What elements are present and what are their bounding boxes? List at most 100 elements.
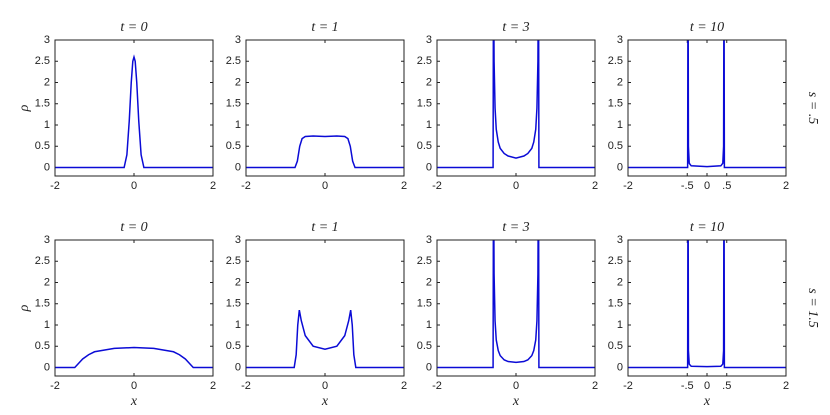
y-tick-label: 2.5 [608,255,623,267]
x-tick-label: 0 [322,380,328,392]
row-label: s = .5 [805,92,820,124]
y-tick-label: 1.5 [417,98,432,110]
axes-box [627,39,787,177]
x-axis-label: x [703,394,711,409]
y-tick-label: 1.5 [35,298,50,310]
curve [55,346,213,369]
panel-title: t = 3 [502,220,529,235]
panel: t = 100.511.522.53-2 0 2x [226,220,407,409]
x-tick-label: 2 [401,380,407,392]
y-tick-label: 0.5 [417,140,432,152]
curve [437,240,595,369]
panel: t = 100.511.522.53-2 0 2 [226,20,407,192]
panel-title: t = 10 [690,220,724,235]
axes-box [245,239,405,377]
panel: t = 000.511.522.53-2 0 2ρx [17,220,216,409]
panel: t = 300.511.522.53-2 0 2 [417,20,598,192]
x-tick-label: 0 [131,380,137,392]
y-tick-label: 3 [235,34,241,46]
y-tick-label: 0 [617,161,623,173]
curve [246,309,404,369]
panel-title: t = 10 [690,20,724,35]
y-tick-label: 1 [617,319,623,331]
x-tick-label: -2 [50,380,60,392]
y-tick-label: 2.5 [608,55,623,67]
curve [628,240,786,369]
y-tick-label: 0.5 [226,340,241,352]
x-tick-label: .5 [722,180,731,192]
y-tick-label: 3 [426,234,432,246]
x-tick-label: -2 [432,180,442,192]
y-tick-label: 2.5 [35,255,50,267]
curve [437,40,595,169]
y-tick-label: 1.5 [608,98,623,110]
axes-box [54,239,214,377]
x-tick-label: -.5 [681,180,694,192]
x-tick-label: 0 [704,380,710,392]
curve [246,135,404,169]
axes-box [245,39,405,177]
x-tick-label: -2 [623,180,633,192]
y-tick-label: 0 [235,161,241,173]
panel-title: t = 1 [311,220,338,235]
y-tick-label: 1.5 [417,298,432,310]
x-tick-label: 2 [592,180,598,192]
x-tick-label: -2 [623,380,633,392]
x-axis-label: x [321,394,329,409]
x-tick-label: 2 [592,380,598,392]
y-tick-label: 0.5 [35,140,50,152]
panel-title: t = 1 [311,20,338,35]
axes-box [436,239,596,377]
panel: t = 300.511.522.53-2 0 2x [417,220,598,409]
y-tick-label: 0.5 [35,340,50,352]
y-tick-label: 0.5 [608,340,623,352]
curve [628,40,786,169]
y-tick-label: 2 [426,276,432,288]
y-tick-label: 1 [617,119,623,131]
y-tick-label: 2 [235,276,241,288]
y-tick-label: 0.5 [608,140,623,152]
x-tick-label: 0 [704,180,710,192]
x-tick-label: 0 [513,380,519,392]
y-tick-label: 0 [44,161,50,173]
y-tick-label: 3 [426,34,432,46]
y-axis-label: ρ [17,304,32,312]
x-tick-label: 0 [322,180,328,192]
x-tick-label: 0 [513,180,519,192]
axes-box [627,239,787,377]
y-tick-label: 3 [617,234,623,246]
x-tick-label: 2 [210,380,216,392]
panel-title: t = 3 [502,20,529,35]
y-tick-label: 1 [426,319,432,331]
y-tick-label: 0.5 [417,340,432,352]
y-tick-label: 2.5 [35,55,50,67]
y-axis-label: ρ [17,104,32,112]
panel-title: t = 0 [120,220,147,235]
x-tick-label: 2 [210,180,216,192]
y-tick-label: 2.5 [417,55,432,67]
y-tick-label: 2 [235,76,241,88]
y-tick-label: 0 [235,361,241,373]
y-tick-label: 2 [617,76,623,88]
y-tick-label: 2 [44,276,50,288]
y-tick-label: 1.5 [226,298,241,310]
axes-box [436,39,596,177]
panel-title: t = 0 [120,20,147,35]
y-tick-label: 2.5 [417,255,432,267]
y-tick-label: 3 [235,234,241,246]
x-tick-label: .5 [722,380,731,392]
axes-box [54,39,214,177]
panel: t = 000.511.522.53-2 0 2ρ [17,20,216,192]
y-tick-label: 0 [426,361,432,373]
y-tick-label: 3 [617,34,623,46]
y-tick-label: 1 [235,119,241,131]
y-tick-label: 2 [44,76,50,88]
x-tick-label: -2 [50,180,60,192]
x-tick-label: 2 [783,180,789,192]
y-tick-label: 2.5 [226,55,241,67]
y-tick-label: 2 [426,76,432,88]
x-tick-label: 2 [783,380,789,392]
y-tick-label: 1 [235,319,241,331]
